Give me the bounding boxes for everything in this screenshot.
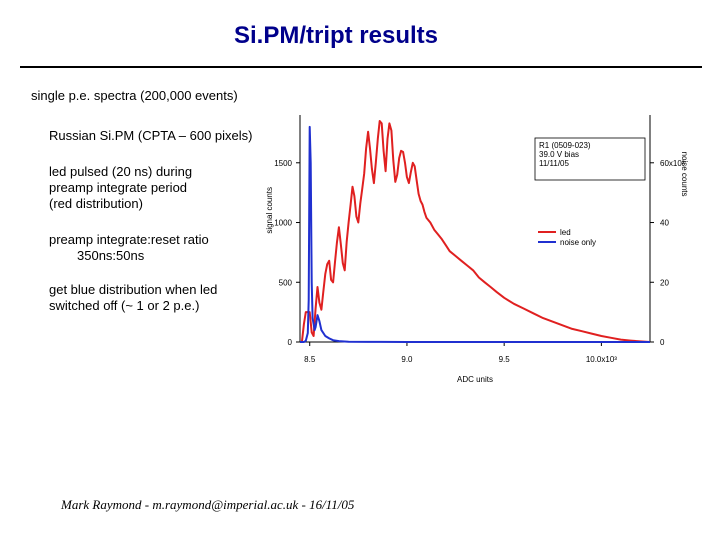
led-pulsed-line-1: led pulsed (20 ns) during — [49, 164, 193, 179]
blue-dist-line-1: get blue distribution when led — [49, 282, 218, 297]
legend-label: led — [560, 228, 571, 237]
y-tick-label: 500 — [279, 278, 293, 287]
annotation-line: 39.0 V bias — [539, 150, 579, 159]
chart-series — [300, 120, 651, 343]
x-tick-label: 8.5 — [304, 355, 316, 364]
x-tick-label: 10.0x10³ — [586, 355, 617, 364]
y2-tick-label: 20 — [660, 278, 669, 287]
y2-tick-label: 0 — [660, 338, 665, 347]
led-pulsed-line-2: preamp integrate period — [49, 180, 188, 195]
led-pulsed-note: led pulsed (20 ns) during preamp integra… — [49, 164, 192, 212]
device-note: Russian Si.PM (CPTA – 600 pixels) — [49, 128, 253, 143]
footer-credit: Mark Raymond - m.raymond@imperial.ac.uk … — [61, 497, 355, 512]
preamp-ratio-line-2: 350ns:50ns — [77, 248, 145, 263]
preamp-ratio-note: preamp integrate:reset ratio 350ns:50ns — [49, 232, 209, 264]
y2-tick-label: 60x10³ — [660, 159, 685, 168]
annotation-line: 11/11/05 — [539, 159, 570, 168]
blue-dist-note: get blue distribution when led switched … — [49, 282, 217, 314]
annotation-line: R1 (0509-023) — [539, 141, 591, 150]
annotation-box — [534, 137, 646, 181]
x-axis-title: ADC units — [457, 375, 493, 384]
spectrum-chart: 0 500 1000 1500 0 20 40 60x10³ 8.5 9.0 9.5 10.0x10³… — [265, 115, 689, 384]
y2-tick-label: 40 — [660, 219, 669, 228]
page-title: Si.PM/tript results — [233, 22, 439, 49]
y-tick-label: 1500 — [274, 159, 292, 168]
blue-dist-line-2: switched off (~ 1 or 2 p.e.) — [49, 298, 200, 313]
title-divider — [20, 66, 702, 68]
spectra-note: single p.e. spectra (200,000 events) — [31, 88, 238, 103]
y-tick-label: 1000 — [274, 219, 292, 228]
y-tick-label: 0 — [288, 338, 293, 347]
x-tick-label: 9.0 — [401, 355, 413, 364]
series-line-noise-only — [300, 125, 650, 343]
legend-label: noise only — [560, 238, 596, 247]
y2-axis-title: noise counts — [680, 152, 689, 197]
x-tick-label: 9.5 — [499, 355, 511, 364]
led-pulsed-line-3: (red distribution) — [49, 196, 143, 211]
preamp-ratio-line-1: preamp integrate:reset ratio — [49, 232, 209, 247]
y-axis-title: signal counts — [265, 187, 274, 234]
series-line-led — [300, 120, 651, 343]
